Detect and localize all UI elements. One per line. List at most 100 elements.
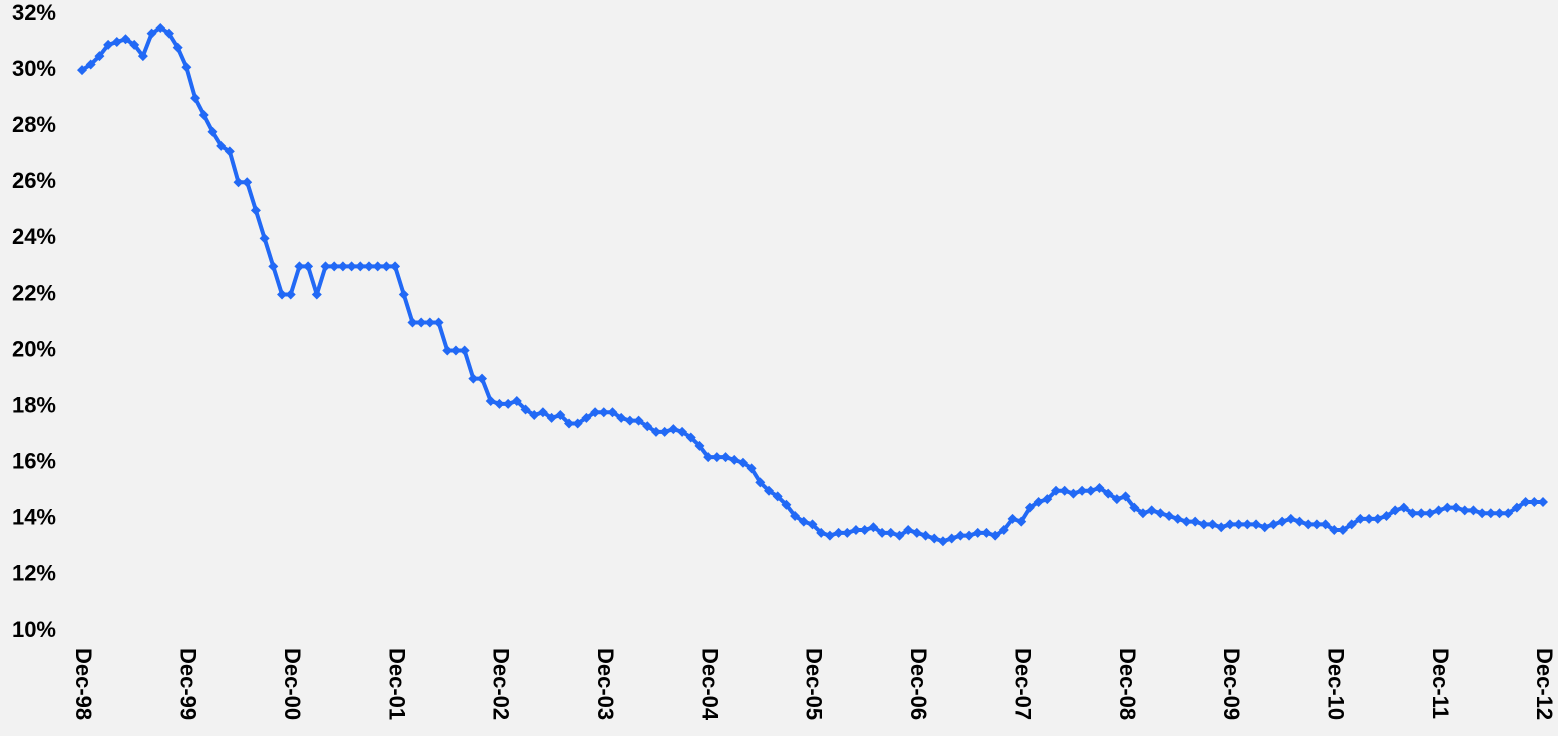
y-tick-label: 30%: [12, 56, 56, 81]
data-point: [720, 452, 731, 463]
data-point: [1016, 516, 1027, 527]
data-point: [1433, 505, 1444, 516]
data-point: [259, 233, 270, 244]
data-point: [920, 530, 931, 541]
data-line: [80, 26, 1543, 544]
data-point: [694, 440, 705, 451]
data-point: [816, 527, 827, 538]
data-point: [111, 37, 122, 48]
data-point: [442, 345, 453, 356]
data-point: [233, 177, 244, 188]
data-point: [981, 527, 992, 538]
data-point: [807, 519, 818, 530]
data-point: [859, 525, 870, 536]
data-point: [1303, 519, 1314, 530]
data-point: [1155, 508, 1166, 519]
data-point: [929, 533, 940, 544]
data-point: [1207, 519, 1218, 530]
data-point: [485, 396, 496, 407]
data-point: [998, 525, 1009, 536]
data-point: [468, 373, 479, 384]
data-point: [668, 424, 679, 435]
data-point: [868, 522, 879, 533]
data-point: [659, 426, 670, 437]
data-point: [1164, 511, 1175, 522]
data-point: [520, 404, 531, 415]
data-point: [1120, 491, 1131, 502]
data-point: [207, 126, 218, 137]
data-point: [1094, 482, 1105, 493]
data-point: [946, 533, 957, 544]
data-point: [1224, 519, 1235, 530]
data-point: [216, 140, 227, 151]
data-point: [1277, 516, 1288, 527]
x-tick-label: Dec-02: [489, 648, 514, 720]
data-point: [711, 452, 722, 463]
data-point: [885, 527, 896, 538]
data-point: [1007, 513, 1018, 524]
data-point: [955, 530, 966, 541]
data-point: [903, 525, 914, 536]
data-point: [511, 396, 522, 407]
data-point: [842, 527, 853, 538]
data-point: [1242, 519, 1253, 530]
data-point: [433, 317, 444, 328]
data-point: [198, 109, 209, 120]
data-point: [1424, 508, 1435, 519]
data-point: [1059, 485, 1070, 496]
data-point: [781, 499, 792, 510]
data-point: [416, 317, 427, 328]
data-point: [729, 454, 740, 465]
x-tick-label: Dec-05: [802, 648, 827, 720]
data-point: [1033, 496, 1044, 507]
data-point: [477, 373, 488, 384]
data-point: [1494, 508, 1505, 519]
data-point: [1320, 519, 1331, 530]
data-point: [1294, 516, 1305, 527]
data-point: [346, 261, 357, 272]
data-point: [581, 412, 592, 423]
data-point: [529, 410, 540, 421]
data-point: [390, 261, 401, 272]
data-point: [850, 525, 861, 536]
data-point: [1181, 516, 1192, 527]
data-point: [285, 289, 296, 300]
data-point: [1355, 513, 1366, 524]
data-point: [137, 51, 148, 62]
data-point: [1077, 485, 1088, 496]
data-point: [1416, 508, 1427, 519]
data-point: [772, 491, 783, 502]
data-point: [1442, 502, 1453, 513]
data-point: [598, 407, 609, 418]
data-point: [824, 530, 835, 541]
data-point: [1285, 513, 1296, 524]
data-point: [650, 426, 661, 437]
x-tick-label: Dec-99: [176, 648, 201, 720]
data-point: [1468, 505, 1479, 516]
x-tick-label: Dec-01: [384, 648, 409, 720]
data-point: [94, 51, 105, 62]
y-tick-label: 22%: [12, 280, 56, 305]
x-tick-label: Dec-11: [1428, 648, 1453, 719]
data-point: [572, 418, 583, 429]
data-point: [1068, 488, 1079, 499]
data-point: [616, 412, 627, 423]
data-point: [172, 42, 183, 53]
data-point: [737, 457, 748, 468]
data-point: [250, 205, 261, 216]
data-point: [494, 398, 505, 409]
data-point: [685, 432, 696, 443]
data-point: [190, 93, 201, 104]
data-point: [1311, 519, 1322, 530]
y-tick-label: 20%: [12, 336, 56, 361]
data-point: [1051, 485, 1061, 496]
data-point: [1251, 519, 1262, 530]
data-point: [337, 261, 348, 272]
x-tick-label: Dec-07: [1010, 648, 1035, 720]
data-point: [277, 289, 288, 300]
data-point: [363, 261, 374, 272]
data-point: [1042, 494, 1053, 505]
x-tick-label: Dec-10: [1323, 648, 1348, 720]
